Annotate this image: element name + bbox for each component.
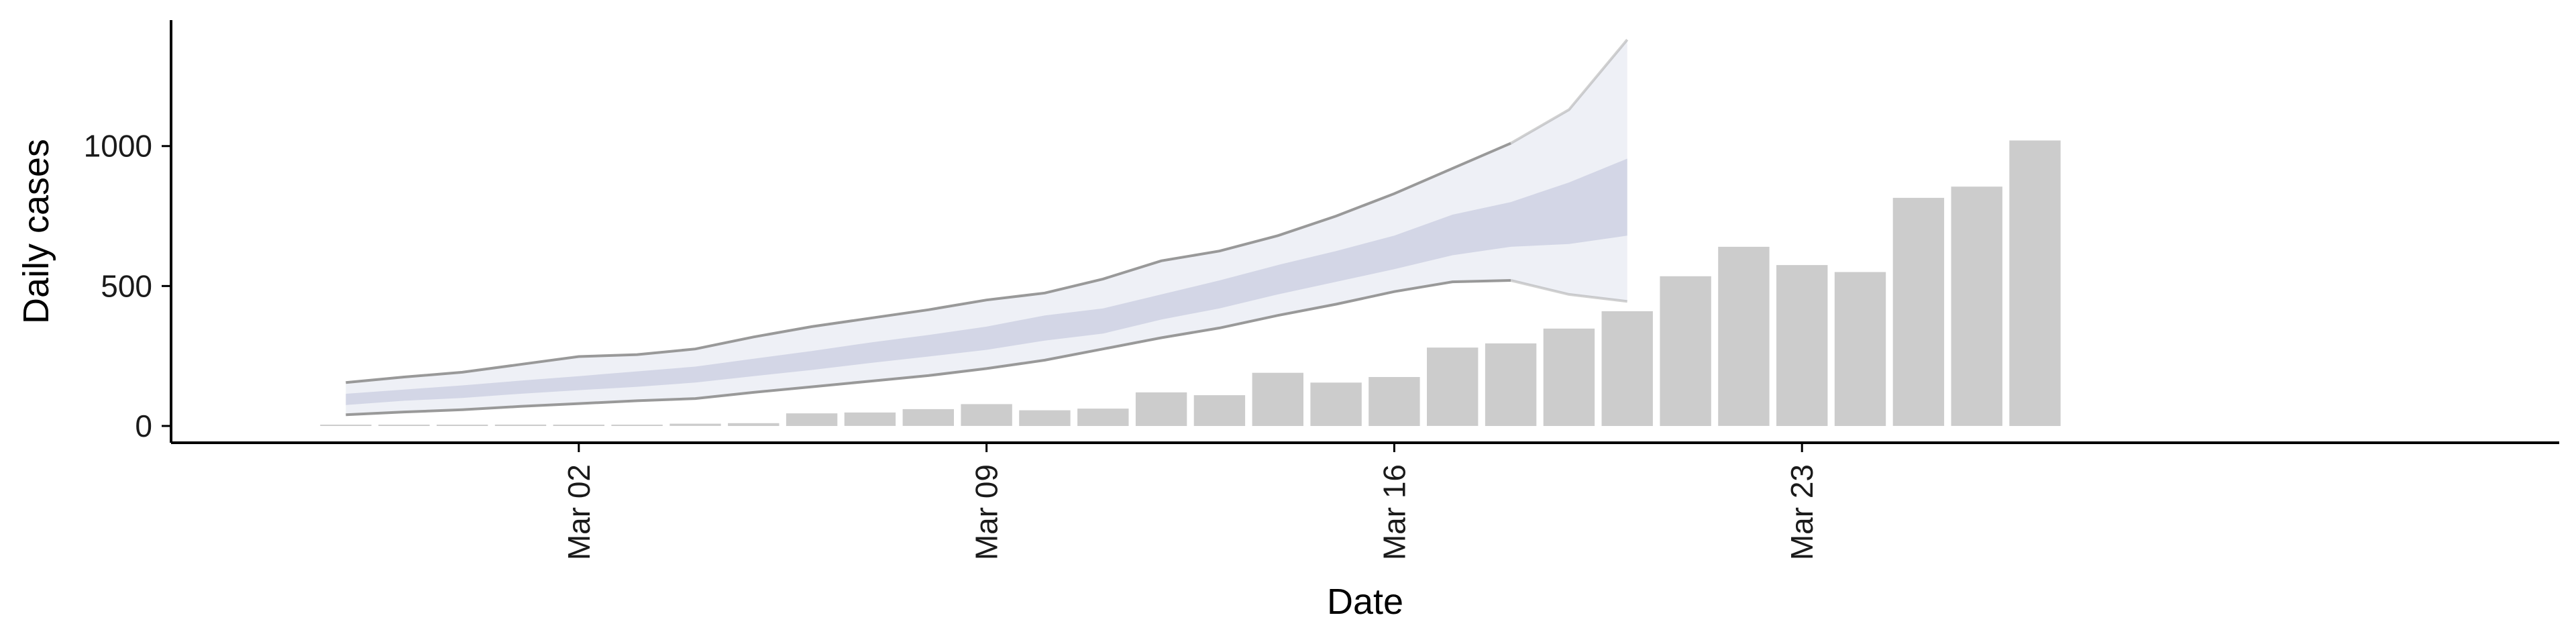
bar [1892,197,1945,426]
y-tick-label: 0 [135,409,152,443]
bar [1543,328,1595,426]
bar [1310,382,1362,426]
bar [611,425,663,426]
tick-labels: 0 500 1000 Mar 02 Mar 09 Mar 16 Mar 23 [84,129,1820,560]
bar [320,425,372,426]
bar [1368,377,1420,426]
prediction-upper-bound [345,142,1511,384]
bar [2009,140,2061,426]
bar [1019,410,1071,426]
bar [1485,343,1537,426]
bar [378,425,430,426]
y-axis-title: Daily cases [16,139,56,324]
axes [170,20,2559,444]
bar [961,404,1012,426]
bar [494,424,547,426]
y-tick-label: 1000 [84,129,152,164]
bar [1601,311,1653,426]
bar [669,423,721,426]
prediction-band [345,38,1629,417]
bar [1077,409,1129,426]
bar [902,409,954,426]
bar [728,423,780,426]
bar [1834,272,1886,426]
bar [1660,276,1711,426]
bar [436,425,488,426]
bar [1252,372,1303,426]
prediction-lower-bound [345,279,1511,417]
x-tick-label: Mar 02 [561,464,596,560]
bar [786,413,838,426]
bar [1951,186,2002,426]
bar [1776,265,1828,426]
prediction-lower-bound-tail [1510,279,1627,303]
bar [844,412,896,426]
bar [1135,392,1187,426]
x-tick-label: Mar 16 [1377,464,1411,560]
bar [1427,347,1479,426]
bar [553,425,604,426]
x-tick-label: Mar 23 [1784,464,1819,560]
x-axis-title: Date [1327,582,1403,622]
bar [1718,246,1770,426]
prediction-upper-bound-tail [1510,38,1629,145]
x-tick-label: Mar 09 [969,464,1004,560]
bar [1193,395,1246,426]
y-tick-label: 500 [101,268,152,303]
daily-cases-bars [320,140,2061,426]
